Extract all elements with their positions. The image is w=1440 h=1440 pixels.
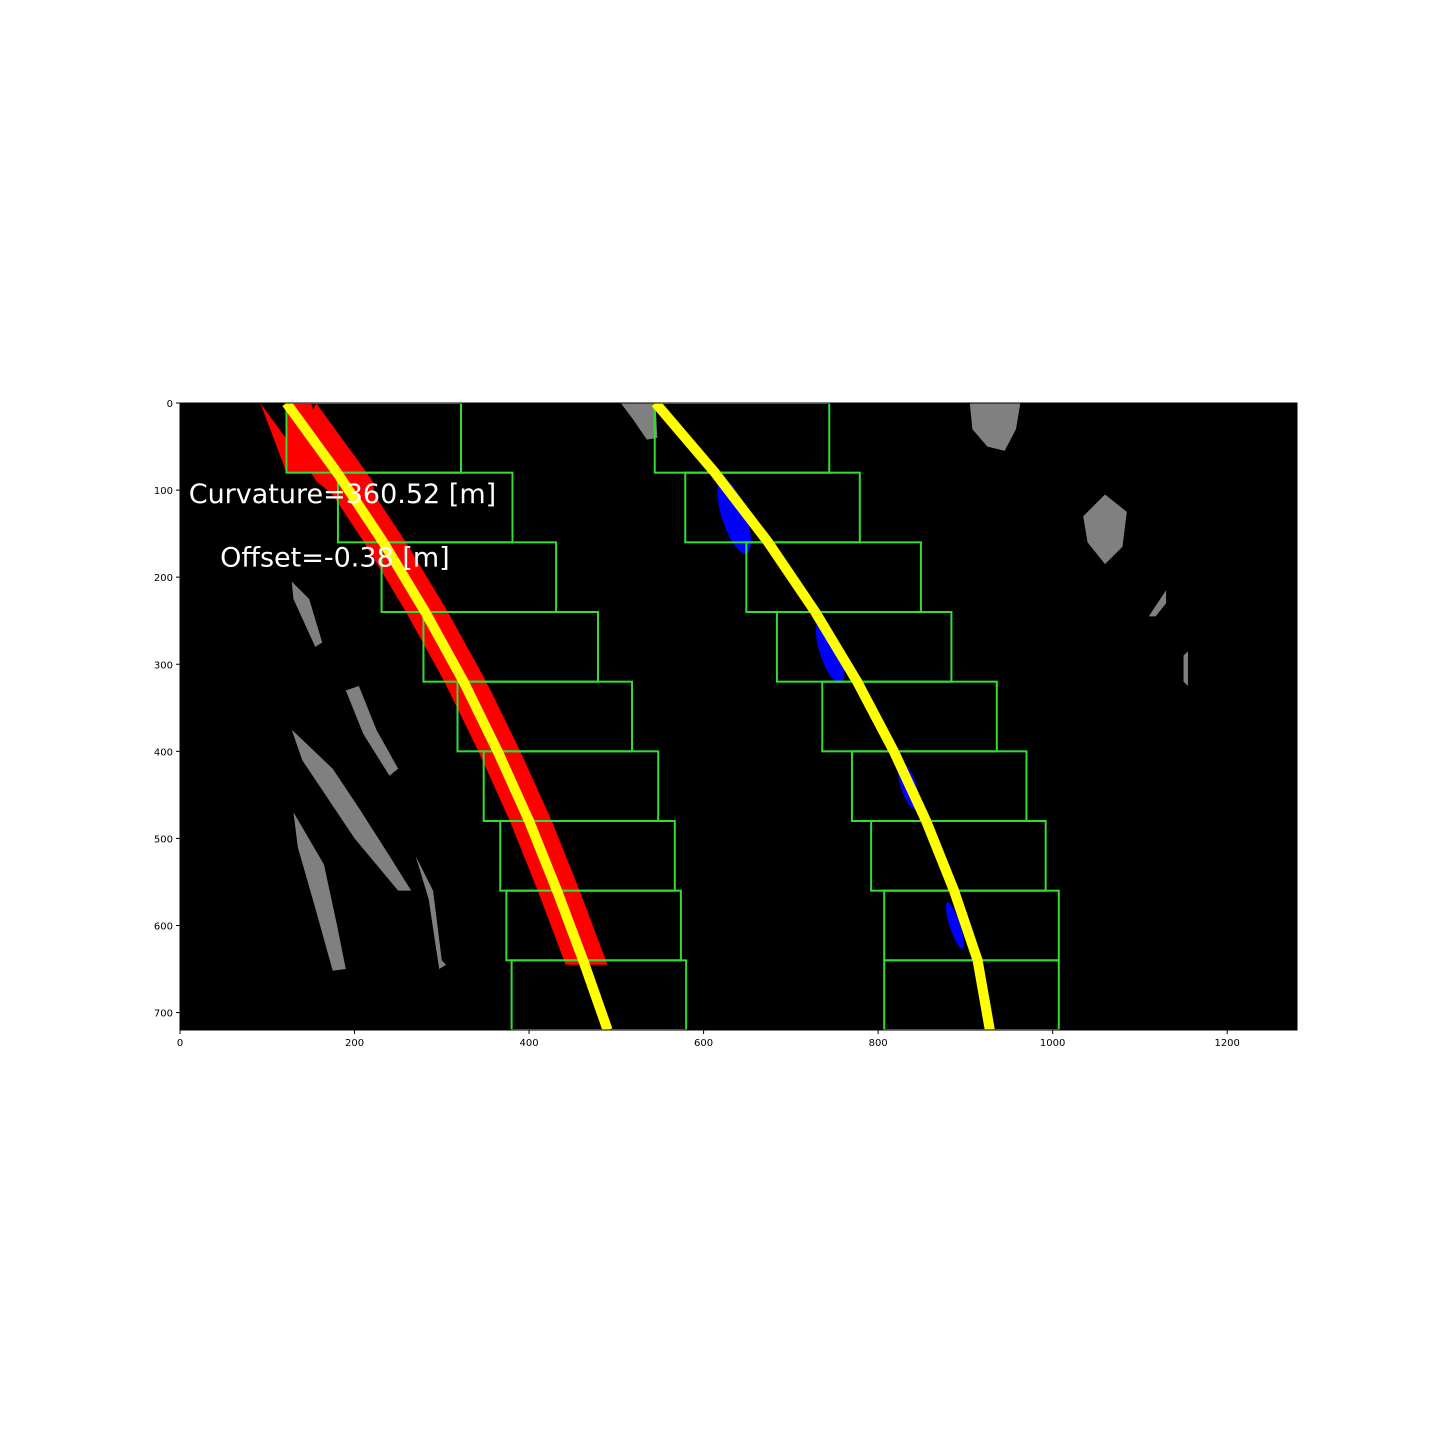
- other-pixels: [620, 403, 658, 440]
- y-tick-label: 400: [154, 747, 173, 758]
- other-pixels: [415, 855, 447, 970]
- x-tick-label: 400: [520, 1038, 539, 1049]
- right-lane-pixels: [815, 619, 845, 683]
- x-tick-label: 1200: [1214, 1038, 1239, 1049]
- axes-frame: [179, 402, 1298, 1031]
- y-tick-label: 500: [154, 834, 173, 845]
- other-pixels: [1148, 590, 1167, 617]
- x-tick-label: 1000: [1040, 1038, 1065, 1049]
- right-lane-pixels: [945, 902, 964, 949]
- y-tick-label: 0: [167, 399, 173, 410]
- right-fit-line: [651, 403, 995, 1030]
- x-tick-label: 0: [177, 1038, 183, 1049]
- x-axis: 0 200 400 600 800 1000 1200: [177, 1030, 1240, 1049]
- x-tick-label: 800: [869, 1038, 888, 1049]
- other-pixels: [293, 812, 346, 971]
- other-pixels: [1183, 651, 1188, 687]
- y-tick-label: 600: [154, 922, 173, 933]
- other-pixels: [1083, 494, 1127, 565]
- left-lane-pixels: [260, 403, 608, 965]
- curvature-annotation: Curvature=360.52 [m]: [189, 479, 496, 510]
- other-pixels: [969, 403, 1021, 451]
- y-tick-label: 300: [154, 660, 173, 671]
- other-pixels: [291, 729, 412, 891]
- offset-annotation: Offset=-0.38 [m]: [220, 543, 450, 574]
- x-tick-label: 600: [694, 1038, 713, 1049]
- y-tick-label: 700: [154, 1009, 173, 1020]
- other-pixels: [291, 581, 323, 647]
- other-pixels: [345, 686, 399, 776]
- right-lane-pixels: [717, 478, 751, 554]
- plot-area: [180, 403, 1297, 1030]
- y-tick-label: 200: [154, 573, 173, 584]
- left-fit-line: [282, 403, 613, 1030]
- x-tick-label: 200: [345, 1038, 364, 1049]
- y-axis: 0 100 200 300 400 500 600 700: [154, 399, 180, 1020]
- y-tick-label: 100: [154, 486, 173, 497]
